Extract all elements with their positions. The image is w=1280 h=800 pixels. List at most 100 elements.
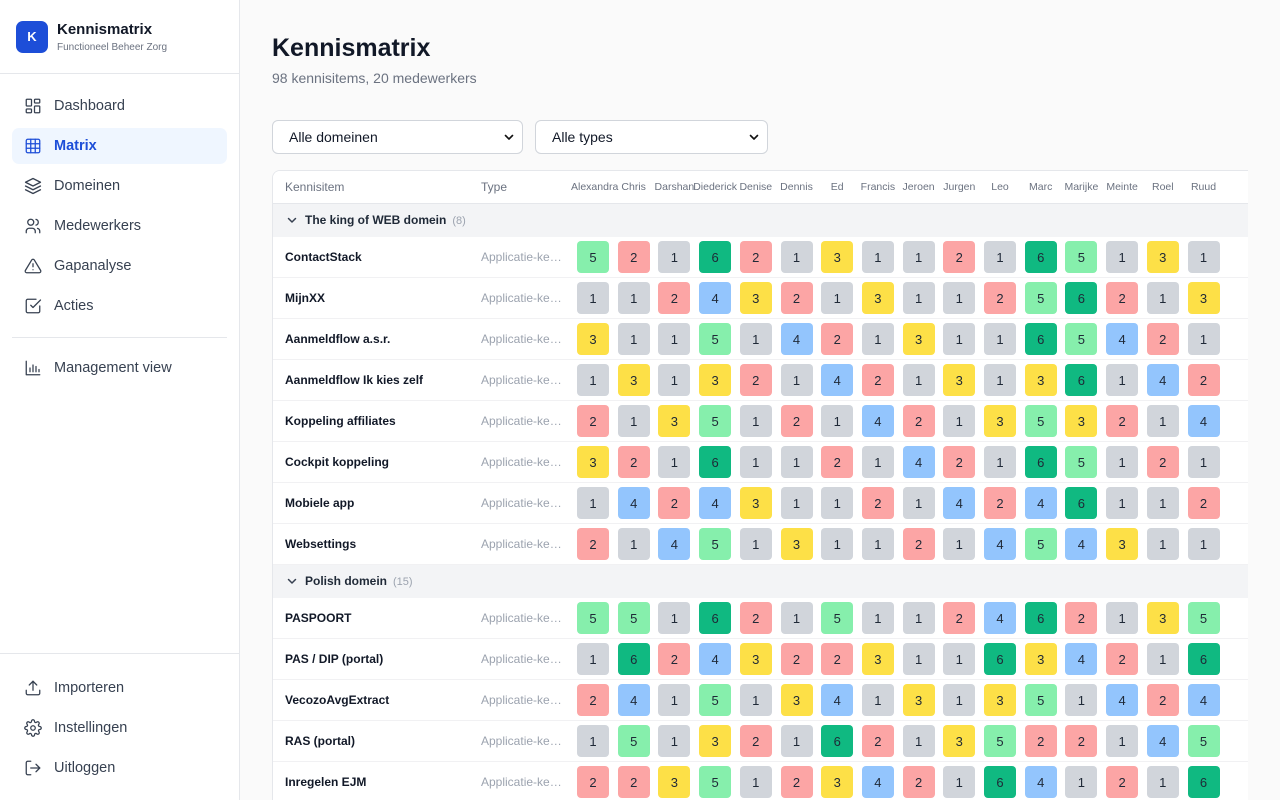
level-cell[interactable]: 2: [821, 446, 854, 478]
level-cell[interactable]: 1: [617, 405, 650, 437]
level-cell[interactable]: 1: [943, 405, 976, 437]
level-cell[interactable]: 4: [1146, 725, 1179, 757]
level-cell[interactable]: 6: [984, 766, 1016, 798]
level-cell[interactable]: 4: [1187, 405, 1220, 437]
level-cell[interactable]: 1: [739, 405, 772, 437]
level-cell[interactable]: 1: [658, 364, 691, 396]
level-cell[interactable]: 1: [1146, 528, 1179, 560]
level-cell[interactable]: 1: [739, 684, 772, 716]
level-cell[interactable]: 1: [861, 528, 894, 560]
level-cell[interactable]: 2: [861, 487, 894, 519]
level-cell[interactable]: 1: [1146, 643, 1179, 675]
level-cell[interactable]: 2: [1106, 282, 1139, 314]
level-cell[interactable]: 2: [861, 725, 894, 757]
level-cell[interactable]: 6: [1065, 487, 1098, 519]
level-cell[interactable]: 2: [1065, 725, 1098, 757]
level-cell[interactable]: 2: [984, 487, 1016, 519]
level-cell[interactable]: 4: [943, 487, 976, 519]
level-cell[interactable]: 6: [699, 241, 732, 273]
nav-item-instellingen[interactable]: Instellingen: [12, 710, 227, 746]
level-cell[interactable]: 2: [577, 684, 609, 716]
level-cell[interactable]: 5: [577, 602, 609, 634]
level-cell[interactable]: 1: [1187, 323, 1220, 355]
level-cell[interactable]: 5: [821, 602, 854, 634]
level-cell[interactable]: 1: [617, 528, 650, 560]
level-cell[interactable]: 3: [780, 684, 813, 716]
level-cell[interactable]: 4: [1024, 766, 1057, 798]
level-cell[interactable]: 5: [1187, 725, 1220, 757]
level-cell[interactable]: 4: [1065, 643, 1098, 675]
level-cell[interactable]: 5: [1024, 528, 1057, 560]
level-cell[interactable]: 1: [821, 487, 854, 519]
level-cell[interactable]: 1: [943, 643, 976, 675]
level-cell[interactable]: 5: [1024, 282, 1057, 314]
level-cell[interactable]: 1: [1146, 405, 1179, 437]
level-cell[interactable]: 2: [943, 602, 976, 634]
level-cell[interactable]: 1: [780, 241, 813, 273]
level-cell[interactable]: 6: [1024, 241, 1057, 273]
level-cell[interactable]: 2: [780, 282, 813, 314]
level-cell[interactable]: 1: [780, 487, 813, 519]
level-cell[interactable]: 6: [1024, 323, 1057, 355]
level-cell[interactable]: 2: [1146, 323, 1179, 355]
level-cell[interactable]: 2: [902, 528, 935, 560]
level-cell[interactable]: 6: [1065, 282, 1098, 314]
level-cell[interactable]: 2: [1065, 602, 1098, 634]
level-cell[interactable]: 3: [699, 364, 732, 396]
level-cell[interactable]: 4: [1146, 364, 1179, 396]
level-cell[interactable]: 2: [1146, 446, 1179, 478]
level-cell[interactable]: 1: [1065, 766, 1098, 798]
level-cell[interactable]: 1: [1146, 766, 1179, 798]
level-cell[interactable]: 2: [1187, 487, 1220, 519]
level-cell[interactable]: 2: [739, 241, 772, 273]
level-cell[interactable]: 2: [658, 643, 691, 675]
level-cell[interactable]: 1: [1106, 725, 1139, 757]
level-cell[interactable]: 3: [943, 364, 976, 396]
level-cell[interactable]: 5: [984, 725, 1016, 757]
level-cell[interactable]: 2: [1106, 643, 1139, 675]
level-cell[interactable]: 2: [739, 725, 772, 757]
level-cell[interactable]: 2: [577, 528, 609, 560]
level-cell[interactable]: 5: [1024, 405, 1057, 437]
domain-filter-select[interactable]: Alle domeinen: [272, 120, 523, 154]
nav-item-medewerkers[interactable]: Medewerkers: [12, 208, 227, 244]
level-cell[interactable]: 2: [821, 323, 854, 355]
level-cell[interactable]: 1: [861, 446, 894, 478]
level-cell[interactable]: 1: [658, 241, 691, 273]
level-cell[interactable]: 1: [780, 364, 813, 396]
level-cell[interactable]: 4: [902, 446, 935, 478]
level-cell[interactable]: 2: [617, 446, 650, 478]
level-cell[interactable]: 3: [739, 282, 772, 314]
level-cell[interactable]: 1: [1106, 602, 1139, 634]
level-cell[interactable]: 1: [1187, 528, 1220, 560]
level-cell[interactable]: 6: [1024, 446, 1057, 478]
level-cell[interactable]: 1: [902, 364, 935, 396]
level-cell[interactable]: 3: [1146, 241, 1179, 273]
level-cell[interactable]: 1: [577, 487, 609, 519]
type-filter-select[interactable]: Alle types: [535, 120, 768, 154]
level-cell[interactable]: 1: [780, 602, 813, 634]
level-cell[interactable]: 1: [902, 241, 935, 273]
level-cell[interactable]: 1: [984, 446, 1016, 478]
level-cell[interactable]: 1: [1065, 684, 1098, 716]
level-cell[interactable]: 4: [1106, 323, 1139, 355]
level-cell[interactable]: 5: [699, 684, 732, 716]
level-cell[interactable]: 1: [1146, 282, 1179, 314]
level-cell[interactable]: 1: [943, 282, 976, 314]
level-cell[interactable]: 3: [902, 684, 935, 716]
domain-group-header[interactable]: The king of WEB domein (8): [273, 204, 1248, 237]
level-cell[interactable]: 4: [699, 487, 732, 519]
level-cell[interactable]: 5: [699, 405, 732, 437]
level-cell[interactable]: 2: [780, 643, 813, 675]
level-cell[interactable]: 1: [1187, 446, 1220, 478]
level-cell[interactable]: 1: [617, 282, 650, 314]
level-cell[interactable]: 6: [699, 446, 732, 478]
level-cell[interactable]: 1: [658, 323, 691, 355]
level-cell[interactable]: 3: [1146, 602, 1179, 634]
level-cell[interactable]: 4: [699, 643, 732, 675]
level-cell[interactable]: 3: [943, 725, 976, 757]
level-cell[interactable]: 2: [1024, 725, 1057, 757]
level-cell[interactable]: 1: [943, 684, 976, 716]
level-cell[interactable]: 5: [617, 725, 650, 757]
level-cell[interactable]: 1: [739, 323, 772, 355]
